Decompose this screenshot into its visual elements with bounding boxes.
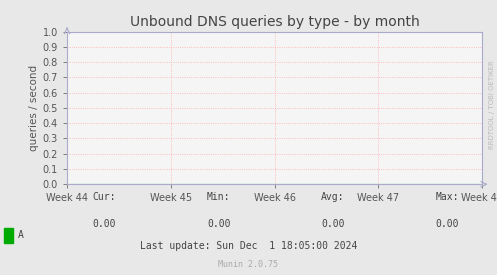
Text: 0.00: 0.00 (207, 219, 231, 229)
Y-axis label: queries / second: queries / second (28, 65, 39, 151)
Text: RRDTOOL / TOBI OETIKER: RRDTOOL / TOBI OETIKER (489, 60, 495, 149)
Text: Last update: Sun Dec  1 18:05:00 2024: Last update: Sun Dec 1 18:05:00 2024 (140, 241, 357, 251)
Text: Cur:: Cur: (92, 192, 116, 202)
Text: Max:: Max: (435, 192, 459, 202)
Title: Unbound DNS queries by type - by month: Unbound DNS queries by type - by month (130, 15, 419, 29)
Text: Avg:: Avg: (321, 192, 345, 202)
Text: Munin 2.0.75: Munin 2.0.75 (219, 260, 278, 269)
Text: 0.00: 0.00 (321, 219, 345, 229)
Text: Min:: Min: (207, 192, 231, 202)
Text: A: A (17, 230, 23, 240)
Text: 0.00: 0.00 (435, 219, 459, 229)
Text: 0.00: 0.00 (92, 219, 116, 229)
